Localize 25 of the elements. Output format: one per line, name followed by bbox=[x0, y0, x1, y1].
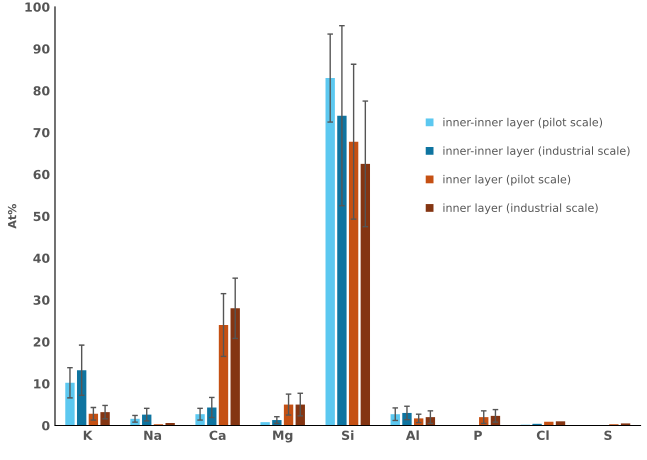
x-tick-label: Si bbox=[342, 430, 354, 440]
y-tick-label: 30 bbox=[34, 295, 50, 305]
y-tick-label: 20 bbox=[34, 337, 50, 347]
y-tick-label: 50 bbox=[34, 212, 50, 222]
legend-label: inner-inner layer (industrial scale) bbox=[443, 146, 630, 158]
y-tick-label: 80 bbox=[34, 86, 50, 96]
x-tick-label: Al bbox=[406, 430, 419, 440]
x-tick-label: Ca bbox=[209, 430, 226, 440]
legend-label: inner-inner layer (pilot scale) bbox=[443, 118, 602, 129]
y-tick-label: 40 bbox=[33, 254, 50, 263]
legend-label: inner layer (industrial scale) bbox=[443, 203, 598, 214]
y-axis-title: At% bbox=[8, 204, 16, 229]
y-tick-label: 90 bbox=[33, 44, 50, 54]
legend-label: inner layer (pilot scale) bbox=[443, 174, 570, 186]
y-tick-label: 10 bbox=[34, 379, 50, 389]
y-tick-label: 100 bbox=[25, 2, 50, 12]
x-tick-label: Mg bbox=[273, 430, 292, 442]
y-tick-label: 60 bbox=[34, 170, 50, 180]
x-tick-label: Na bbox=[144, 430, 162, 440]
x-tick-label: Cl bbox=[536, 430, 549, 440]
x-tick-label: S bbox=[604, 430, 612, 440]
x-tick-label: P bbox=[474, 430, 482, 440]
y-tick-label: 0 bbox=[42, 420, 50, 430]
x-tick-label: K bbox=[84, 430, 93, 440]
y-tick-label: 70 bbox=[34, 128, 50, 138]
